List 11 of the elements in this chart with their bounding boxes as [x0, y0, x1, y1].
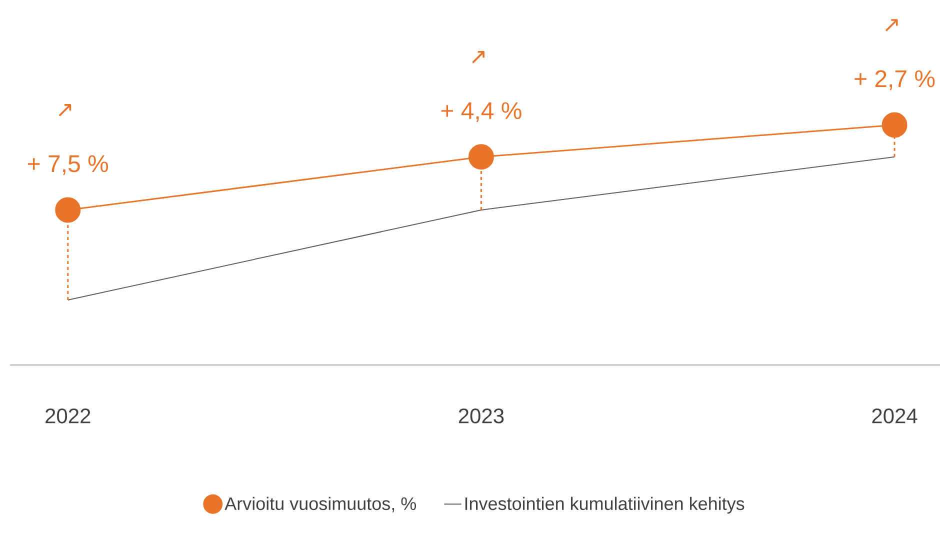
annotation: + 7,5 %: [28, 155, 108, 176]
text: ↗: [885, 19, 898, 32]
legend-label: Arvioitu vuosimuutos, %: [224, 496, 416, 512]
text: ↗: [58, 104, 72, 116]
x-tick-label: 2024: [872, 408, 918, 424]
legend-label: Investointien kumulatiivinen kehitys: [465, 496, 744, 514]
x-tick-label: 2022: [46, 408, 90, 424]
x-tick-label: 2023: [458, 408, 504, 424]
text: ↗: [472, 50, 484, 64]
text: + 2,7 %: [854, 70, 935, 90]
text: + 4,4 %: [441, 102, 522, 122]
